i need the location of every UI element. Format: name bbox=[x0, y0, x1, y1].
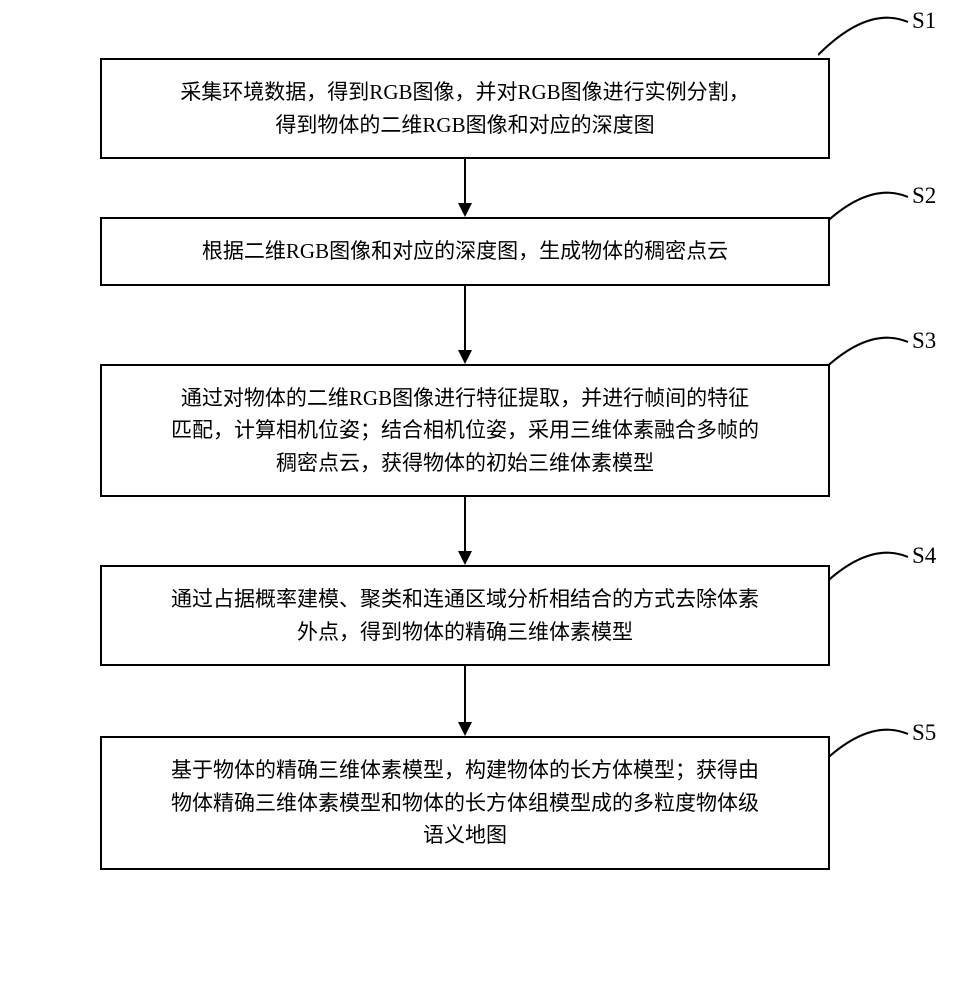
step-label-s1: S1 bbox=[912, 8, 936, 34]
step-s1-line2: 得到物体的二维RGB图像和对应的深度图 bbox=[275, 113, 654, 137]
step-s3-line1: 通过对物体的二维RGB图像进行特征提取，并进行帧间的特征 bbox=[181, 386, 749, 410]
step-s5-line1: 基于物体的精确三维体素模型，构建物体的长方体模型；获得由 bbox=[171, 758, 759, 782]
step-s4-line1: 通过占据概率建模、聚类和连通区域分析相结合的方式去除体素 bbox=[171, 587, 759, 611]
step-label-s4: S4 bbox=[912, 543, 936, 569]
step-s2: 根据二维RGB图像和对应的深度图，生成物体的稠密点云 bbox=[100, 217, 830, 286]
step-s2-line1: 根据二维RGB图像和对应的深度图，生成物体的稠密点云 bbox=[202, 239, 728, 263]
arrow-s2-s3 bbox=[455, 286, 475, 364]
step-s4: 通过占据概率建模、聚类和连通区域分析相结合的方式去除体素 外点，得到物体的精确三… bbox=[100, 565, 830, 666]
arrow-s4-s5 bbox=[455, 666, 475, 736]
step-label-s2: S2 bbox=[912, 183, 936, 209]
flowchart: 采集环境数据，得到RGB图像，并对RGB图像进行实例分割， 得到物体的二维RGB… bbox=[90, 40, 840, 870]
arrow-s1-s2 bbox=[455, 159, 475, 217]
step-s3-line3: 稠密点云，获得物体的初始三维体素模型 bbox=[276, 451, 654, 475]
step-s1: 采集环境数据，得到RGB图像，并对RGB图像进行实例分割， 得到物体的二维RGB… bbox=[100, 58, 830, 159]
step-s4-line2: 外点，得到物体的精确三维体素模型 bbox=[297, 620, 633, 644]
step-label-s5: S5 bbox=[912, 720, 936, 746]
step-s3-line2: 匹配，计算相机位姿；结合相机位姿，采用三维体素融合多帧的 bbox=[171, 418, 759, 442]
step-s3: 通过对物体的二维RGB图像进行特征提取，并进行帧间的特征 匹配，计算相机位姿；结… bbox=[100, 364, 830, 498]
step-s1-line1: 采集环境数据，得到RGB图像，并对RGB图像进行实例分割， bbox=[180, 80, 749, 104]
step-s5: 基于物体的精确三维体素模型，构建物体的长方体模型；获得由 物体精确三维体素模型和… bbox=[100, 736, 830, 870]
step-s5-line3: 语义地图 bbox=[423, 823, 507, 847]
step-label-s3: S3 bbox=[912, 328, 936, 354]
step-s5-line2: 物体精确三维体素模型和物体的长方体组模型成的多粒度物体级 bbox=[171, 791, 759, 815]
arrow-s3-s4 bbox=[455, 497, 475, 565]
